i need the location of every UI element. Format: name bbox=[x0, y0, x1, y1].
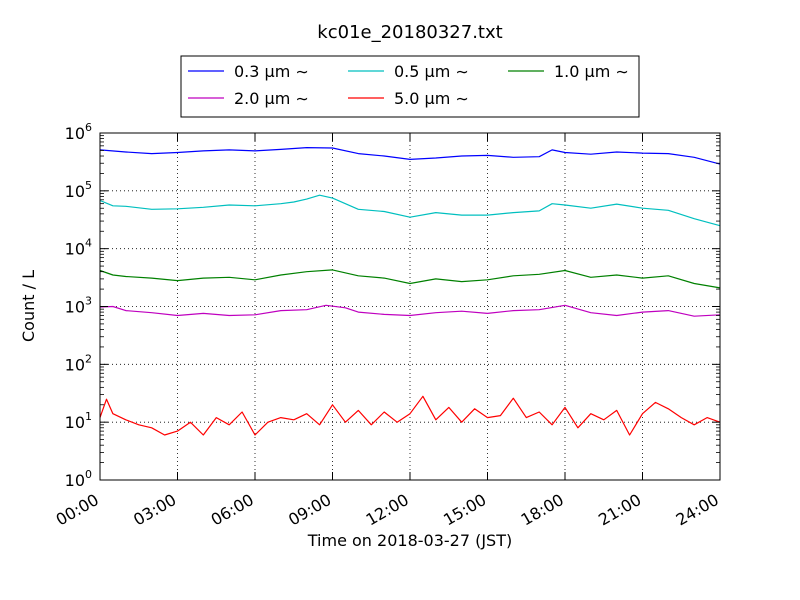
y-tick-label: 104 bbox=[65, 237, 92, 259]
series-line-5 bbox=[99, 395, 721, 436]
y-tick-label: 100 bbox=[65, 468, 92, 490]
series-line-3 bbox=[99, 269, 721, 289]
y-tick-exponent: 0 bbox=[85, 468, 92, 481]
y-tick-base: 10 bbox=[65, 413, 85, 432]
legend-frame bbox=[180, 55, 640, 118]
y-tick-base: 10 bbox=[65, 182, 85, 201]
y-tick-exponent: 1 bbox=[85, 410, 92, 423]
series-line-1 bbox=[99, 147, 721, 165]
y-tick-label: 103 bbox=[65, 295, 92, 317]
y-tick-exponent: 4 bbox=[85, 237, 92, 250]
legend-label: 2.0 μm ∼ bbox=[234, 89, 309, 108]
legend-label: 1.0 μm ∼ bbox=[554, 62, 629, 81]
y-tick-exponent: 3 bbox=[85, 295, 92, 308]
series-line-2 bbox=[99, 194, 721, 227]
y-tick-base: 10 bbox=[65, 355, 85, 374]
legend-label: 5.0 μm ∼ bbox=[394, 89, 469, 108]
series-layer bbox=[99, 147, 721, 436]
y-tick-label: 105 bbox=[65, 179, 92, 201]
y-tick-base: 10 bbox=[65, 240, 85, 259]
x-axis-label: Time on 2018-03-27 (JST) bbox=[307, 531, 512, 550]
y-tick-exponent: 2 bbox=[85, 352, 92, 365]
legend: 0.3 μm ∼ 0.5 μm ∼ 1.0 μm ∼ 2.0 μm ∼ 5.0 μm ∼ bbox=[180, 55, 640, 118]
y-axis-label: Count / L bbox=[19, 270, 38, 342]
chart-title: kc01e_20180327.txt bbox=[317, 22, 502, 43]
series-line-4 bbox=[99, 304, 721, 317]
y-tick-label: 106 bbox=[65, 121, 92, 143]
y-tick-exponent: 5 bbox=[85, 179, 92, 192]
legend-label: 0.5 μm ∼ bbox=[394, 62, 469, 81]
y-tick-base: 10 bbox=[65, 471, 85, 490]
gridlines bbox=[100, 133, 720, 480]
plot-area-frame bbox=[99, 132, 721, 481]
y-tick-exponent: 6 bbox=[85, 121, 92, 134]
legend-label: 0.3 μm ∼ bbox=[234, 62, 309, 81]
y-tick-base: 10 bbox=[65, 124, 85, 143]
y-tick-label: 102 bbox=[65, 352, 92, 374]
y-tick-base: 10 bbox=[65, 298, 85, 317]
y-tick-label: 101 bbox=[65, 410, 92, 432]
